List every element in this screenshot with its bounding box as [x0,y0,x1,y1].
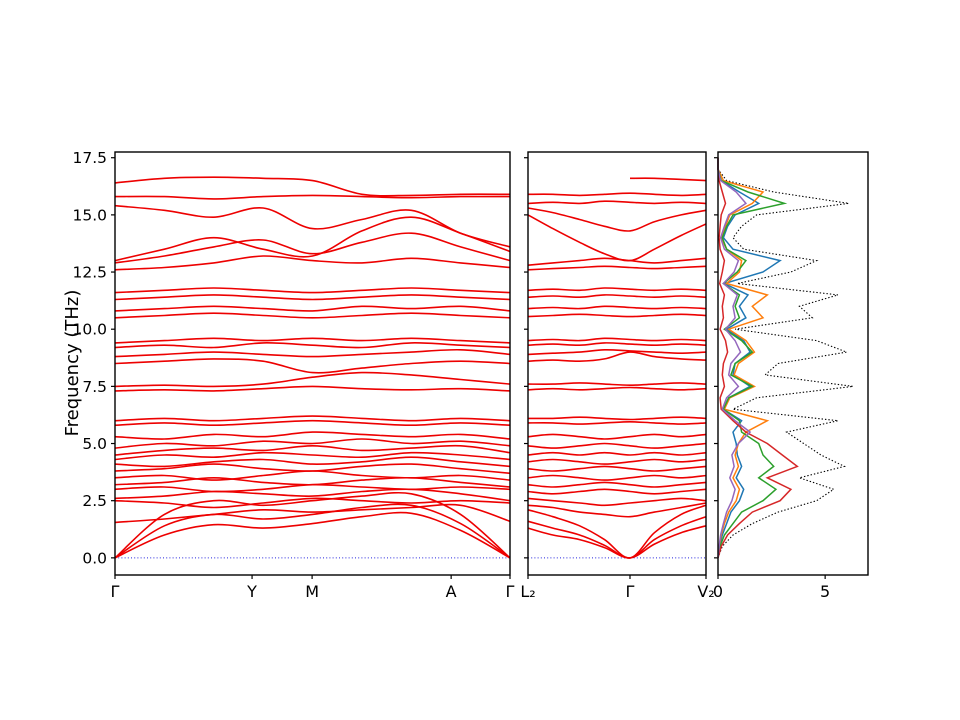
phonon-band-curve [114,503,511,524]
dos-curve-pdos-purple [717,157,752,558]
phonon-band-curve [114,337,511,344]
x-tick-label: 0 [713,582,723,601]
dos-curve-pdos-red [717,157,799,559]
phonon-band-curve [114,438,511,449]
phonon-band-curve [114,348,511,358]
phonon-band-curve [629,177,707,182]
y-tick-label: 5.0 [82,435,107,453]
phonon-band-curve [527,214,707,262]
dos-curve-total [717,157,854,559]
phonon-band-curve [527,497,707,507]
phonon-band-curve [114,204,511,248]
phonon-band-curve [114,463,511,475]
y-axis-label: Frequency (THz) [62,290,83,437]
phonon-band-curve [527,382,707,386]
phonon-band-curve [527,421,707,425]
axis-frame [717,151,869,576]
phonon-band-curve [114,415,511,422]
phonon-band-curve [114,511,511,559]
phonon-band-curve [114,371,511,388]
phonon-band-curve [114,385,511,392]
phonon-band-curve [114,176,511,197]
phonon-band-curve [114,483,511,493]
phonon-band-curve [527,265,707,271]
phonon-band-curve [114,216,511,262]
phonon-band-curve [114,491,511,559]
y-tick-label: 2.5 [82,492,107,510]
x-tick-label: V₂ [697,582,714,601]
phonon-band-curve [527,481,707,488]
phonon-band-curve [527,192,707,197]
phonon-band-curve [114,255,511,271]
y-tick-label: 12.5 [72,264,107,282]
phonon-band-curve [527,200,707,205]
phonon-band-curve [527,348,707,356]
x-tick-label: Γ [506,582,515,601]
phonon-band-curve [527,433,707,440]
phonon-band-curve [527,474,707,481]
phonon-band-curve [114,232,511,264]
phonon-band-curve [114,305,511,312]
phonon-band-curve [114,312,511,319]
x-tick-label: A [446,582,457,601]
phonon-band-curve [527,351,707,363]
phonon-band-curve [527,465,707,472]
phonon-band-curve [114,419,511,426]
phonon-band-curve [527,451,707,456]
phonon-band-curve [527,342,707,347]
y-tick-label: 15.0 [72,206,107,224]
phonon-band-curve [527,488,707,495]
phonon-band-curve [114,287,511,294]
axis-frame [114,151,511,576]
phonon-band-curve [114,476,511,488]
phonon-band-curve [527,504,707,559]
phonon-band-curve [527,386,707,391]
phonon-band-curve [527,207,707,232]
phonon-band-curve [527,416,707,421]
phonon-band-curve [527,458,707,465]
phonon-band-curve [527,294,707,299]
y-tick-label: 7.5 [82,378,107,396]
axis-frame [527,151,707,576]
x-tick-label: Y [246,582,257,601]
x-tick-label: Γ [626,582,635,601]
phonon-band-curve [114,342,511,349]
y-tick-label: 10.0 [72,321,107,339]
phonon-band-curve [114,470,511,481]
dos-curve-pdos-orange [717,157,770,558]
phonon-band-curve [527,502,707,518]
phonon-band-curve [527,515,707,559]
phonon-band-curve [114,488,511,502]
x-tick-label: M [305,582,319,601]
phonon-band-curve [527,337,707,342]
phonon-band-curve [114,456,511,468]
y-tick-label: 0.0 [82,549,107,567]
phonon-band-curve [527,442,707,449]
phonon-band-curve [114,497,511,509]
x-tick-label: 5 [820,582,830,601]
phonon-band-curve [527,313,707,318]
dos-curve-pdos-green [717,157,788,559]
phonon-band-curve [527,257,707,266]
phonon-band-curve [114,444,511,456]
phonon-band-curve [114,294,511,301]
x-tick-label: L₂ [520,582,535,601]
phonon-band-curve [527,305,707,310]
phonon-band-curve [114,358,511,374]
phonon-band-curve [527,287,707,292]
y-tick-label: 17.5 [72,149,107,167]
x-tick-label: Γ [111,582,120,601]
phonon-band-curve [114,503,511,559]
phonon-band-curve [114,431,511,440]
phonon-band-curve [114,451,511,461]
phonon-band-curve [114,194,511,200]
